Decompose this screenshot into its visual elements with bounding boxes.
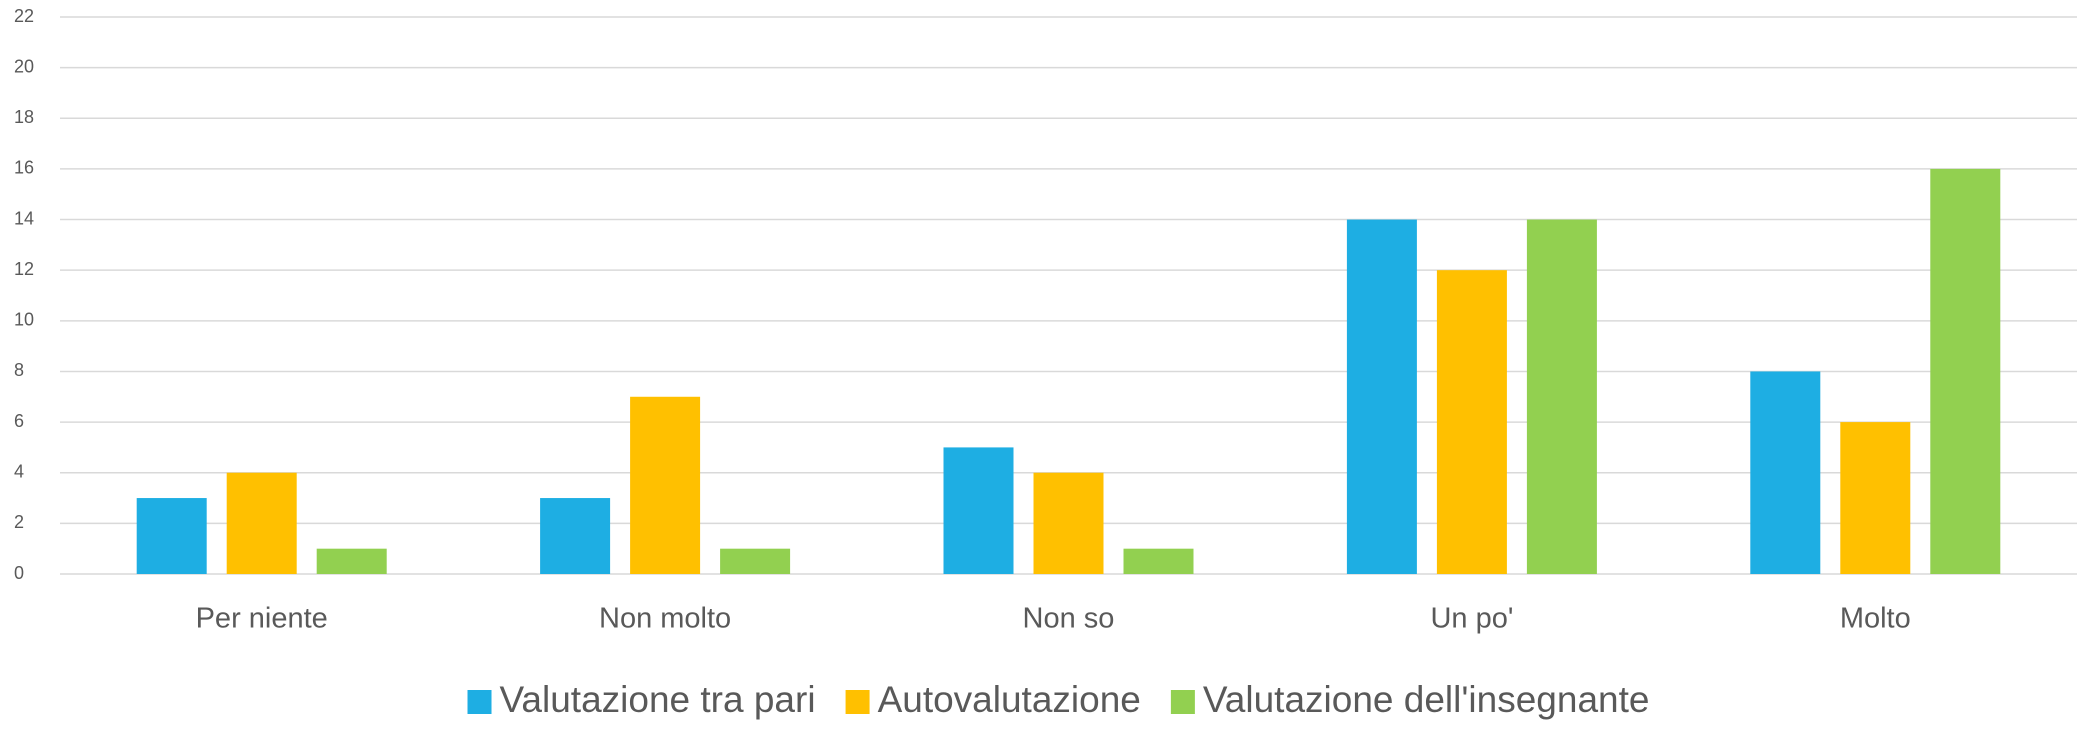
legend-swatch [1170,690,1195,714]
bar [1750,371,1821,574]
bar [136,498,207,574]
y-tick-label: 0 [14,563,24,583]
y-tick-label: 22 [14,6,34,26]
bar [1436,270,1507,574]
bar [1930,168,2001,574]
y-tick-label: 2 [14,512,24,532]
legend-swatch [845,690,870,714]
x-tick-label: Un po' [1430,603,1513,635]
y-tick-label: 18 [14,107,34,127]
legend-swatch [467,690,492,714]
bar [1840,422,1911,574]
x-tick-label: Per niente [196,603,328,635]
x-tick-label: Non so [1023,603,1115,635]
y-tick-label: 10 [14,310,34,330]
bar [1346,219,1417,574]
y-tick-label: 12 [14,259,34,279]
bar [540,498,611,574]
legend-label: Autovalutazione [878,679,1141,720]
y-tick-label: 16 [14,158,34,178]
legend-label: Valutazione dell'insegnante [1203,679,1650,720]
legend-label: Valutazione tra pari [500,679,816,720]
bar [943,447,1014,574]
bar [1123,548,1194,574]
bar [1526,219,1597,574]
y-tick-label: 20 [14,56,34,76]
bar [720,548,791,574]
y-tick-label: 8 [14,360,24,380]
y-tick-label: 4 [14,461,24,481]
y-tick-label: 6 [14,411,24,431]
bar [630,396,701,574]
x-tick-label: Molto [1840,603,1911,635]
x-tick-label: Non molto [599,603,731,635]
y-tick-label: 14 [14,208,34,228]
bar [226,472,297,574]
bar [1033,472,1104,574]
bar [316,548,387,574]
